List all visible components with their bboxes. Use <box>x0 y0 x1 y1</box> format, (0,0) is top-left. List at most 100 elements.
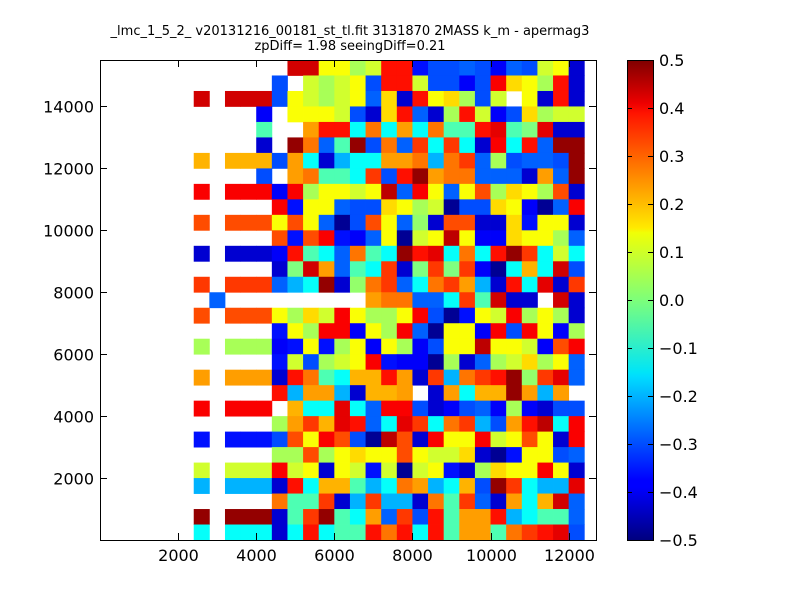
heatmap-cell <box>396 307 413 324</box>
heatmap-cell <box>334 214 351 231</box>
heatmap-cell <box>443 431 460 448</box>
heatmap-cell <box>396 478 413 494</box>
heatmap-cell <box>287 168 304 185</box>
heatmap-cell <box>443 323 460 340</box>
heatmap-cell <box>537 493 554 510</box>
heatmap-cell <box>349 447 366 463</box>
heatmap-cell <box>474 90 491 107</box>
heatmap-cells <box>193 60 585 541</box>
heatmap-cell <box>553 493 570 510</box>
heatmap-cell <box>365 106 382 123</box>
heatmap-cell <box>240 90 257 107</box>
heatmap-cell <box>568 431 585 448</box>
heatmap-cell <box>553 478 570 494</box>
heatmap-cell <box>506 106 523 123</box>
heatmap-cell <box>553 230 570 247</box>
heatmap-cell <box>412 214 429 231</box>
heatmap-cell <box>240 214 257 231</box>
heatmap-cell <box>349 183 366 200</box>
heatmap-cell <box>365 462 382 479</box>
heatmap-cell <box>490 75 507 92</box>
heatmap-cell <box>553 214 570 231</box>
heatmap-cell <box>490 121 507 138</box>
heatmap-cell <box>365 509 382 525</box>
heatmap-cell <box>474 307 491 324</box>
heatmap-cell <box>303 261 320 278</box>
heatmap-cell <box>553 261 570 278</box>
heatmap-cell <box>193 307 210 324</box>
heatmap-cell <box>381 509 398 525</box>
heatmap-cell <box>193 431 210 448</box>
heatmap-cell <box>365 183 382 200</box>
heatmap-cell <box>381 199 398 216</box>
heatmap-cell <box>349 276 366 293</box>
heatmap-cell <box>506 416 523 433</box>
heatmap-cell <box>334 493 351 510</box>
heatmap-cell <box>334 400 351 417</box>
heatmap-cell <box>443 152 460 169</box>
heatmap-cell <box>396 75 413 92</box>
heatmap-cell <box>553 245 570 262</box>
heatmap-cell <box>381 214 398 231</box>
heatmap-cell <box>412 75 429 92</box>
heatmap-cell <box>443 183 460 200</box>
heatmap-cell <box>303 121 320 138</box>
heatmap-cell <box>381 230 398 247</box>
heatmap-cell <box>537 400 554 417</box>
heatmap-cell <box>396 245 413 262</box>
heatmap-cell <box>334 354 351 371</box>
heatmap-cell <box>459 323 476 340</box>
heatmap-cell <box>271 323 288 340</box>
heatmap-cell <box>537 261 554 278</box>
heatmap-cell <box>349 90 366 107</box>
heatmap-cell <box>474 493 491 510</box>
heatmap-cell <box>365 447 382 463</box>
colorbar-tick-label: −0.1 <box>659 339 698 358</box>
heatmap-cell <box>568 75 585 92</box>
heatmap-cell <box>490 60 507 76</box>
heatmap-cell <box>303 230 320 247</box>
heatmap-cell <box>334 106 351 123</box>
heatmap-cell <box>318 524 335 541</box>
heatmap-cell <box>506 261 523 278</box>
heatmap-cell <box>443 106 460 123</box>
heatmap-cell <box>412 431 429 448</box>
heatmap-cell <box>240 369 257 386</box>
x-tick-label: 12000 <box>544 546 595 565</box>
heatmap-cell <box>459 199 476 216</box>
heatmap-cell <box>459 524 476 541</box>
heatmap-cell <box>256 369 273 386</box>
heatmap-cell <box>318 338 335 355</box>
heatmap-cell <box>303 199 320 216</box>
heatmap-cell <box>396 199 413 216</box>
heatmap-cell <box>553 60 570 76</box>
heatmap-cell <box>428 524 445 541</box>
heatmap-cell <box>459 385 476 402</box>
heatmap-cell <box>271 493 288 510</box>
heatmap-cell <box>303 338 320 355</box>
colorbar-tick-label: −0.3 <box>659 435 698 454</box>
heatmap-cell <box>271 447 288 463</box>
heatmap-cell <box>459 462 476 479</box>
heatmap-cell <box>334 245 351 262</box>
heatmap-cell <box>318 323 335 340</box>
heatmap-cell <box>412 478 429 494</box>
heatmap-cell <box>506 509 523 525</box>
heatmap-cell <box>537 431 554 448</box>
heatmap-cell <box>271 261 288 278</box>
heatmap-cell <box>365 385 382 402</box>
heatmap-cell <box>537 369 554 386</box>
heatmap-cell <box>568 106 585 123</box>
heatmap-cell <box>537 307 554 324</box>
heatmap-cell <box>193 338 210 355</box>
heatmap-cell <box>474 292 491 309</box>
heatmap-cell <box>412 400 429 417</box>
heatmap-cell <box>474 60 491 76</box>
heatmap-cell <box>318 152 335 169</box>
heatmap-cell <box>490 230 507 247</box>
heatmap-cell <box>443 493 460 510</box>
heatmap-cell <box>349 509 366 525</box>
heatmap-cell <box>443 261 460 278</box>
heatmap-cell <box>396 60 413 76</box>
heatmap-cell <box>553 323 570 340</box>
